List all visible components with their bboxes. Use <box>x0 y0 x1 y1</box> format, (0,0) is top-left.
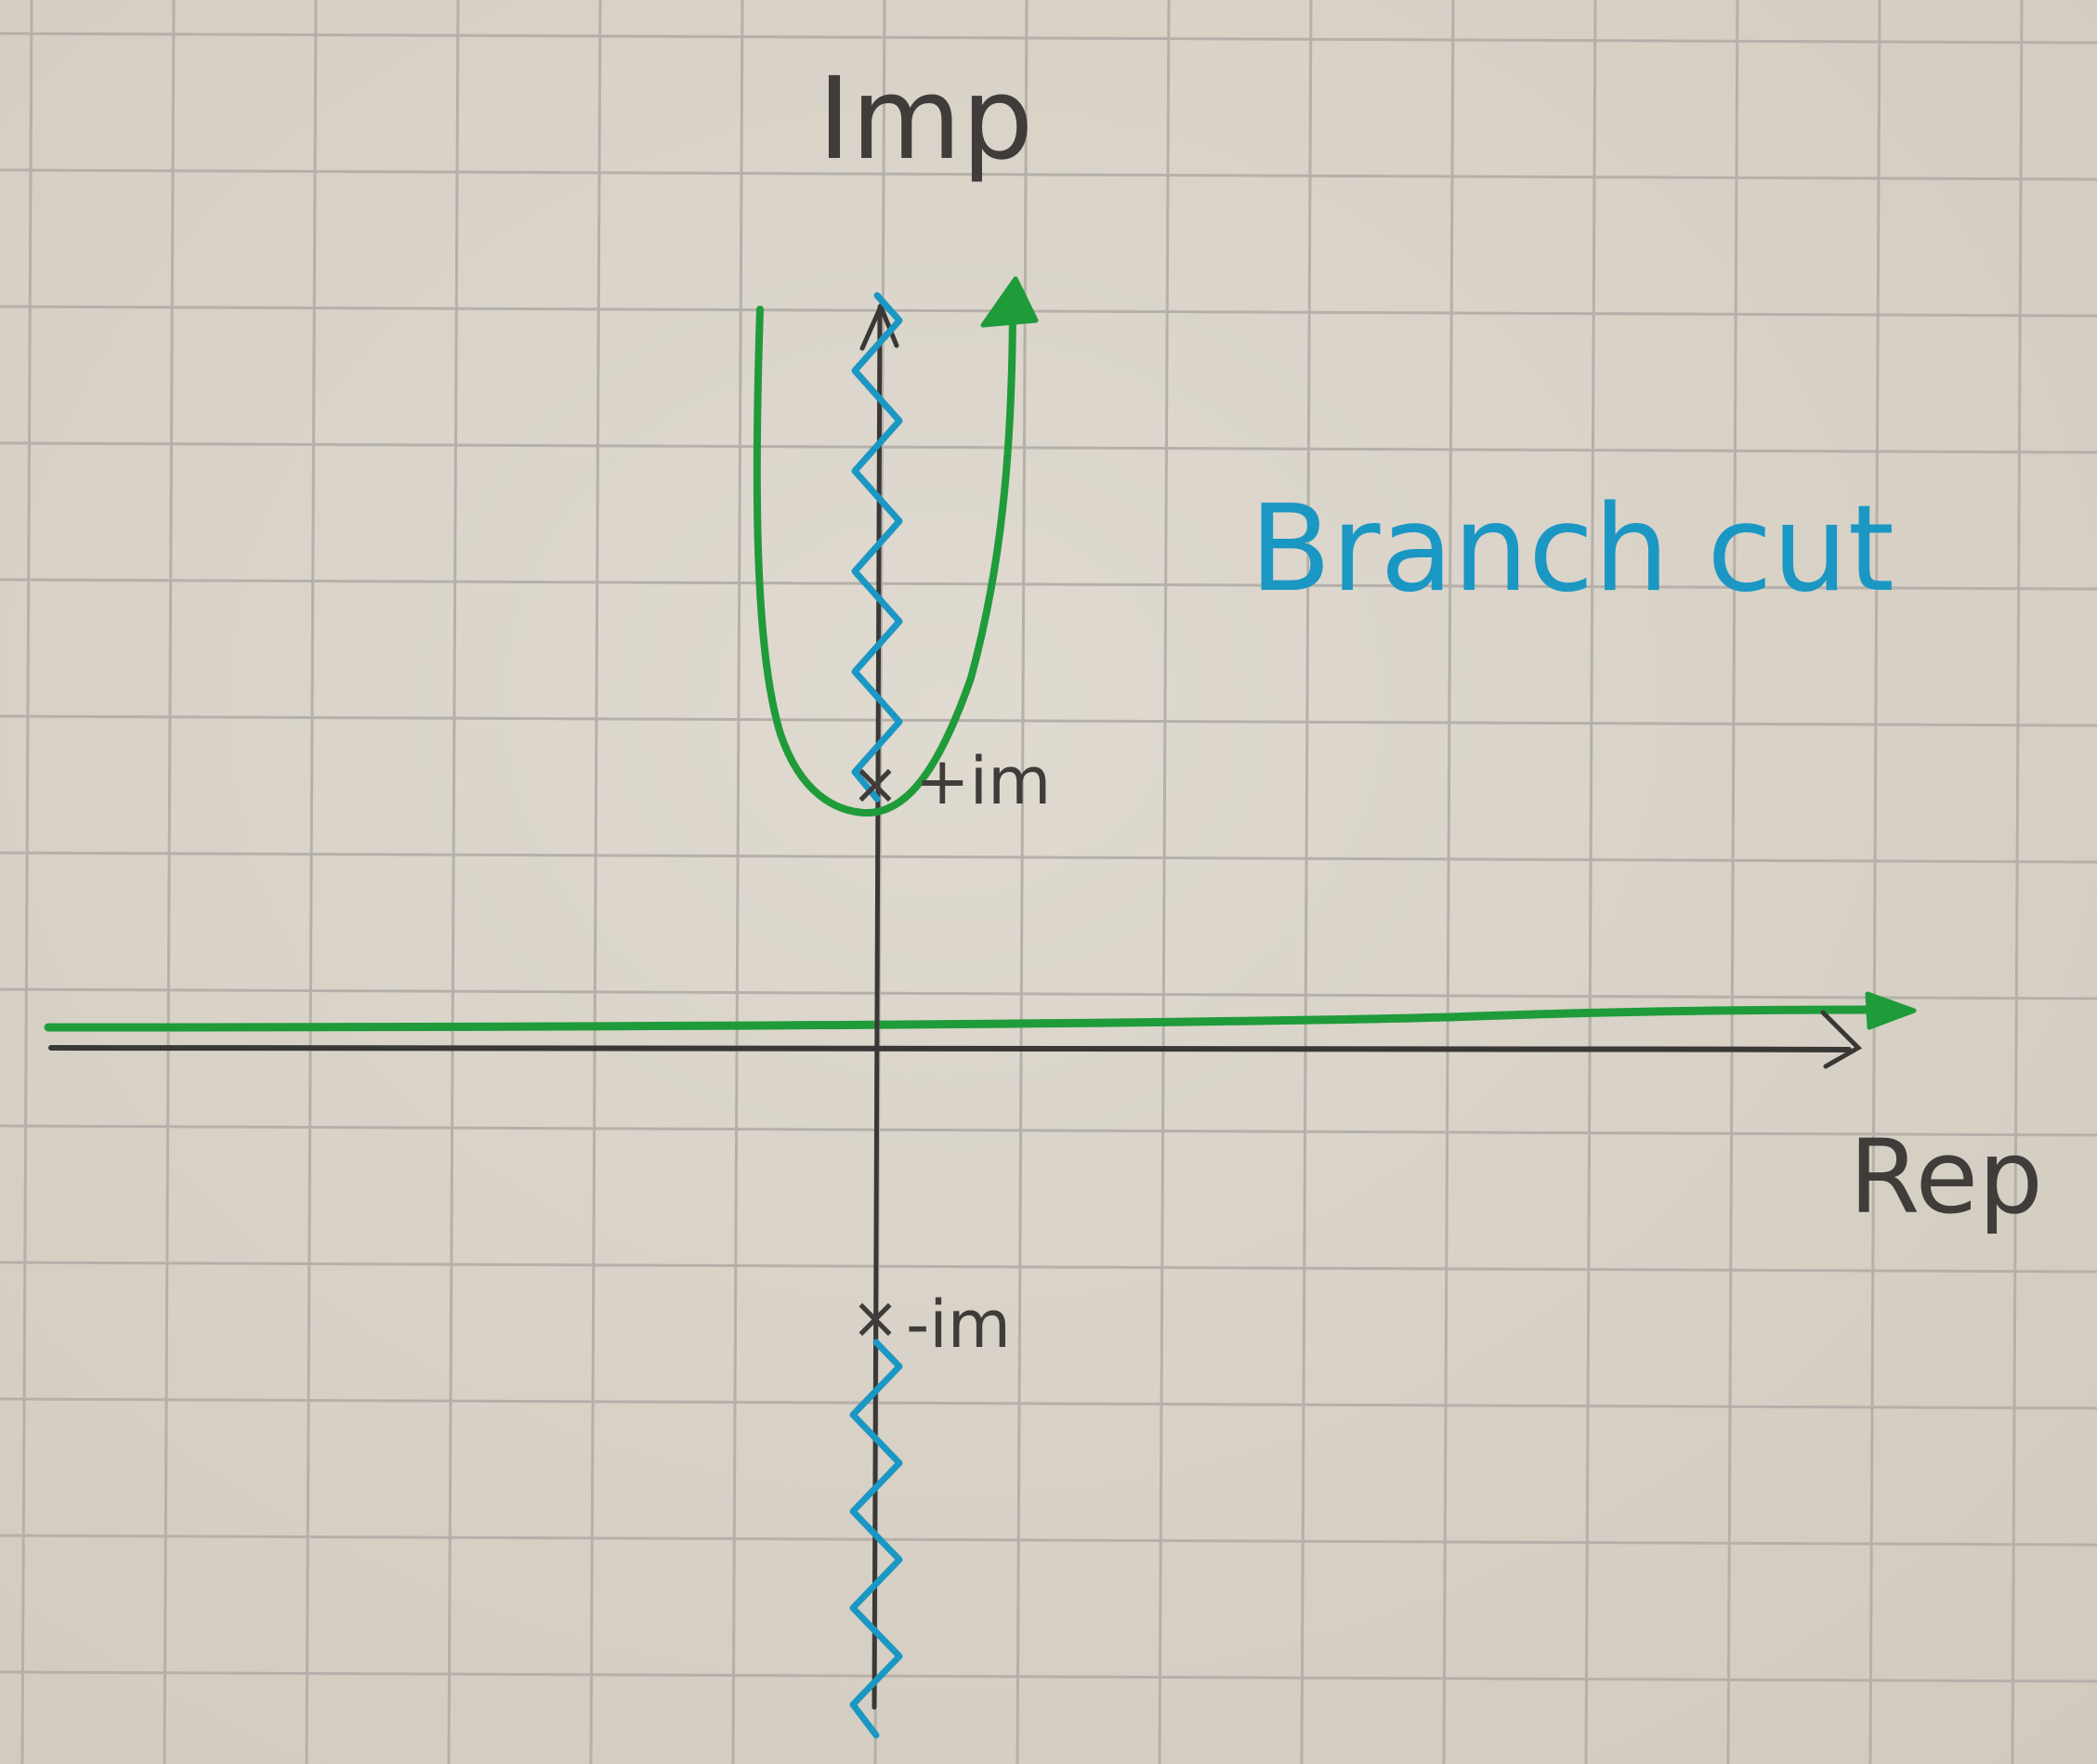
grid-line-horizontal <box>0 987 2097 1000</box>
grid-line-horizontal <box>0 1261 2097 1274</box>
real-axis-label: Rep <box>1849 1117 2043 1236</box>
real-axis-arrowhead <box>1820 1010 1863 1069</box>
grid-line-vertical <box>20 0 33 1764</box>
contour-hairpin <box>753 294 1016 817</box>
branch-point-lower-marker: × <box>851 1284 899 1352</box>
grid-line-horizontal <box>0 1670 2097 1683</box>
branch-cut-lower <box>849 1339 903 1739</box>
grid-line-vertical <box>1442 0 1455 1764</box>
upper-branch-point-label: +im <box>915 743 1051 819</box>
grid-line-horizontal <box>0 851 2097 864</box>
grid-line-vertical <box>1300 0 1313 1764</box>
real-axis-line <box>48 1044 1852 1052</box>
grid-line-horizontal <box>0 1397 2097 1410</box>
grid-line-horizontal <box>0 578 2097 591</box>
grid-line-horizontal <box>0 168 2097 181</box>
grid-line-horizontal <box>0 1124 2097 1137</box>
imaginary-axis-label: Imp <box>818 53 1033 185</box>
grid-line-vertical <box>1158 0 1171 1764</box>
grid-line-horizontal <box>0 32 2097 45</box>
contour-real-arrowhead <box>1865 991 1917 1030</box>
grid-line-horizontal <box>0 1534 2097 1547</box>
lower-branch-point-label: -im <box>906 1287 1011 1363</box>
branch-cut-upper <box>851 292 903 803</box>
branch-cut-caption: Branch cut <box>1250 480 1894 619</box>
grid-line-vertical <box>1868 0 1881 1764</box>
grid-line-horizontal <box>0 305 2097 318</box>
branch-point-upper-marker: × <box>851 750 899 817</box>
grid-line-vertical <box>731 0 744 1764</box>
contour-real-line <box>44 1005 1872 1032</box>
grid-line-horizontal <box>0 714 2097 727</box>
grid-line-horizontal <box>0 441 2097 454</box>
grid-line-vertical <box>163 0 176 1764</box>
grid-line-vertical <box>447 0 460 1764</box>
grid-line-vertical <box>1726 0 1739 1764</box>
contour-hairpin-arrowhead <box>980 276 1039 328</box>
grid-line-vertical <box>1584 0 1597 1764</box>
grid-line-vertical <box>589 0 602 1764</box>
grid-line-vertical <box>2011 0 2024 1764</box>
grid-line-vertical <box>305 0 318 1764</box>
